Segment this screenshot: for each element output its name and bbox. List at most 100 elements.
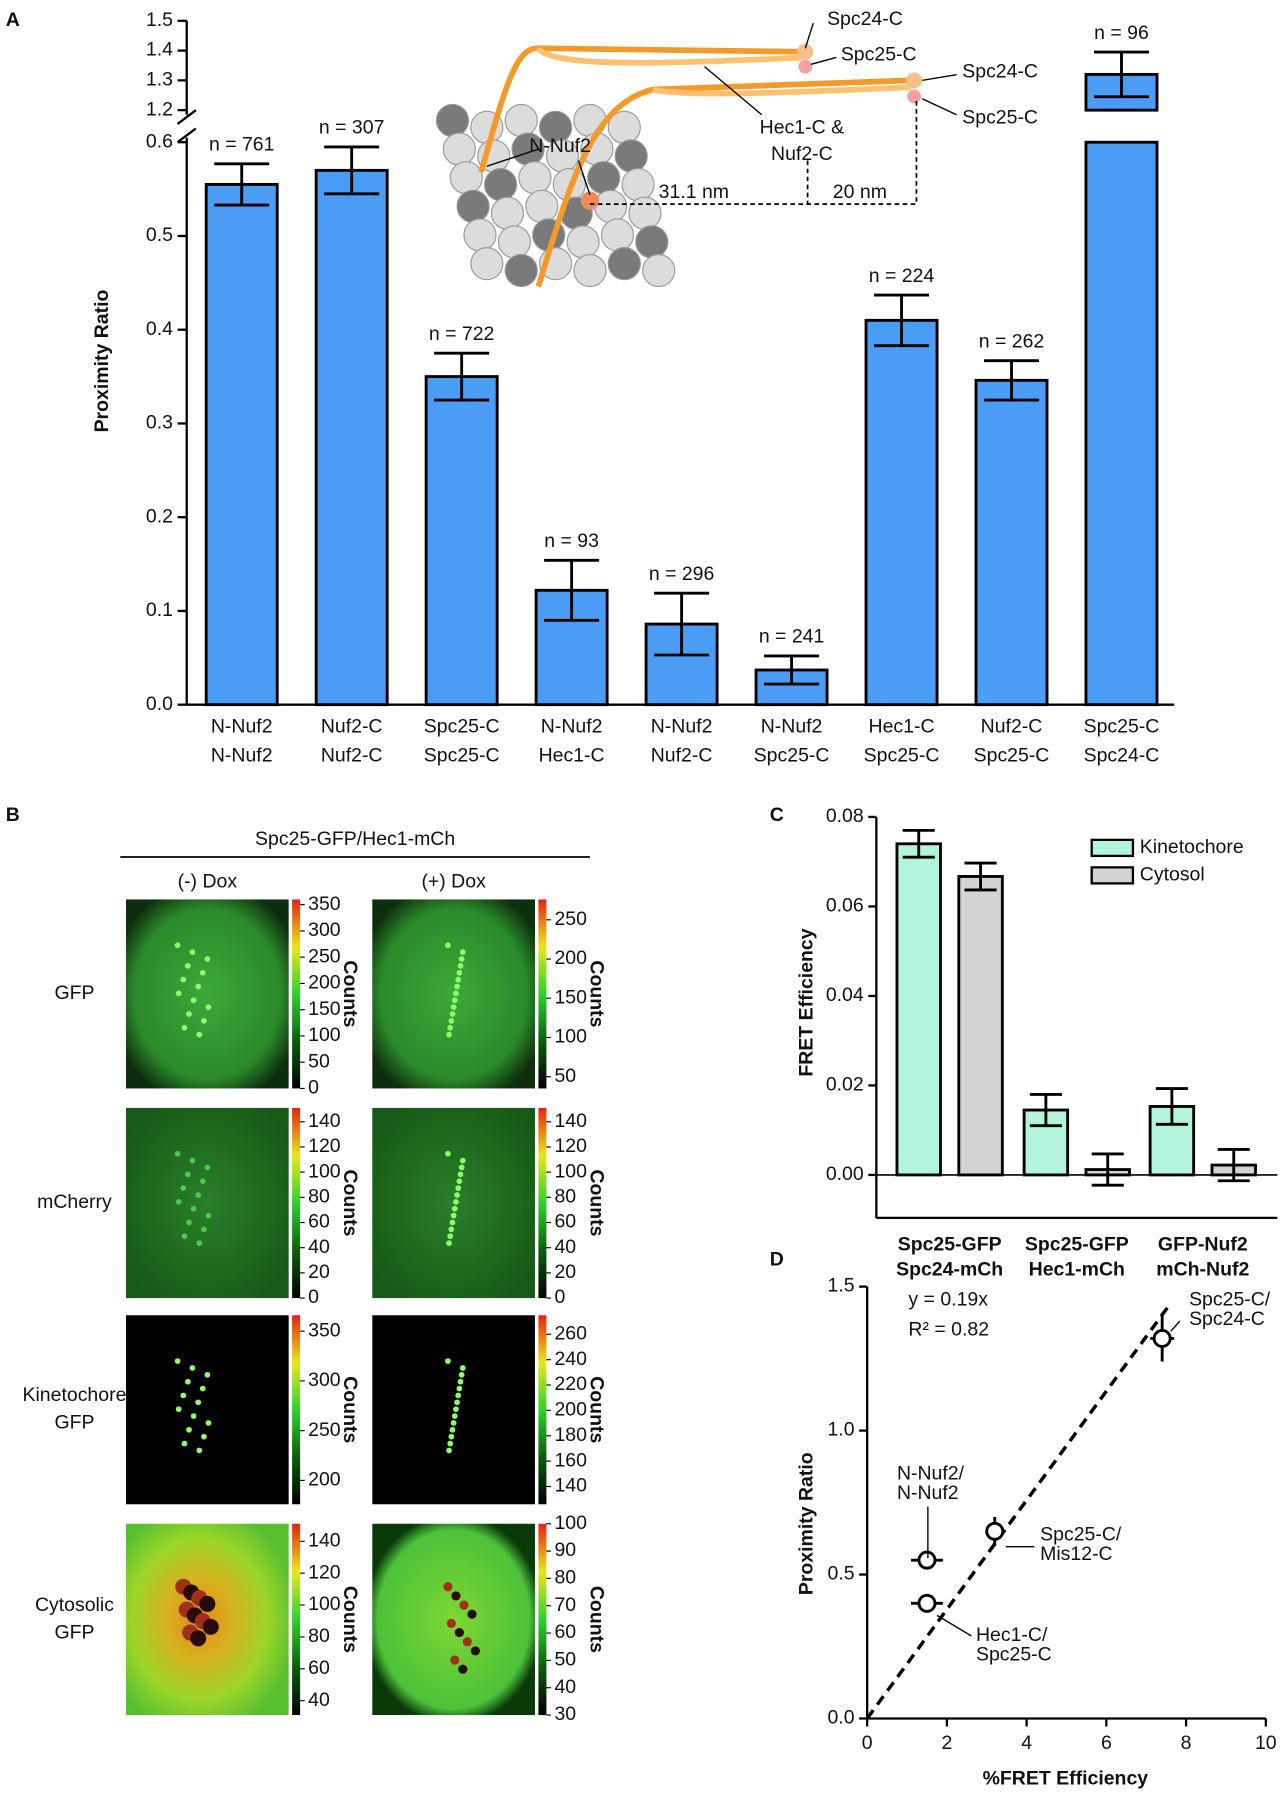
tubulin — [614, 139, 648, 173]
kinetochore-spot — [446, 1031, 452, 1038]
chromosome — [462, 1637, 472, 1647]
micrograph — [126, 1315, 289, 1505]
column-label: (+) Dox — [421, 870, 486, 892]
panel-label: C — [770, 804, 784, 826]
legend-label: Kinetochore — [1140, 836, 1244, 858]
n-label: n = 296 — [649, 563, 715, 585]
tubulin — [463, 218, 497, 252]
ndc80-rod — [478, 45, 802, 173]
colorbar-tick-label: 300 — [308, 1369, 341, 1391]
colorbar-tick-label: 80 — [554, 1567, 576, 1589]
kinetochore-spot — [185, 1378, 191, 1385]
kinetochore-spot — [456, 1178, 463, 1185]
kinetochore-spot — [449, 1426, 456, 1433]
colorbar-tick-label: 50 — [554, 1649, 576, 1671]
point-label: Mis12-C — [1040, 1543, 1112, 1565]
inset-label: Nuf2-C — [771, 143, 833, 165]
axis-break — [176, 109, 197, 144]
dashed-line — [589, 100, 918, 205]
kinetochore-spot — [186, 1426, 192, 1433]
tubulin — [635, 225, 669, 259]
colorbar-tick-label: 120 — [308, 1135, 341, 1157]
bar — [895, 842, 942, 1177]
colorbar-label: Counts — [586, 1376, 608, 1443]
y-tick-label: 0.5 — [146, 224, 173, 246]
colorbar-tick-label: 250 — [554, 908, 587, 930]
x-tick-label: 10 — [1255, 1732, 1277, 1754]
y-axis-label: Proximity Ratio — [796, 1452, 818, 1595]
kinetochore-spot — [196, 1031, 203, 1038]
chromosome — [202, 1618, 219, 1635]
tubulin — [587, 161, 621, 195]
inset-label: N-Nuf2 — [529, 135, 591, 157]
colorbar-tick-label: 160 — [554, 1449, 587, 1471]
colorbar-tick-label: 30 — [554, 1703, 576, 1725]
colorbar-tick-label: 100 — [554, 1160, 587, 1182]
kinetochore-spot — [205, 1004, 212, 1010]
colorbar-tick-label: 0 — [308, 1077, 319, 1099]
chromosome — [454, 1627, 464, 1638]
kinetochore-spot — [204, 1164, 211, 1171]
tubulin — [566, 225, 600, 259]
bar — [864, 318, 939, 707]
label-leader — [936, 1614, 972, 1637]
chromosome — [443, 1582, 453, 1592]
colorbar-tick-label: 90 — [554, 1539, 576, 1561]
kinetochore-spot — [450, 1212, 457, 1219]
kinetochore-spot — [459, 1365, 466, 1371]
kinetochore-spot — [458, 1164, 465, 1171]
colorbar-tick-label: 50 — [554, 1065, 576, 1087]
kinetochore-spot — [458, 1371, 465, 1378]
colorbar-tick-label: 100 — [308, 1160, 341, 1182]
x-tick-label: 0 — [862, 1732, 873, 1754]
ndc80-rod — [652, 84, 911, 97]
row-label: Kinetochore — [23, 1384, 127, 1406]
colorbar-tick-label: 80 — [308, 1185, 330, 1207]
kinetochore-spot — [174, 1150, 181, 1157]
tubulin — [628, 196, 662, 230]
chromosome — [446, 1618, 456, 1628]
colorbar-tick-label: 50 — [308, 1050, 330, 1072]
kinetochore-spot — [205, 1420, 212, 1426]
n-label: n = 241 — [759, 626, 825, 648]
x-tick-label: Spc25-C — [974, 744, 1050, 766]
tubulin — [497, 225, 531, 259]
n-label: n = 224 — [869, 265, 935, 287]
kinetochore-spot — [199, 1178, 206, 1185]
tubulin — [504, 253, 538, 288]
x-tick-label: N-Nuf2 — [211, 744, 273, 766]
x-tick-label: Hec1-C — [869, 716, 935, 738]
x-tick-label: N-Nuf2 — [651, 716, 713, 738]
n-label: n = 761 — [209, 134, 275, 156]
tubulin — [600, 218, 635, 252]
ndc80-rod — [535, 77, 911, 288]
kinetochore-spot — [456, 1385, 463, 1392]
leader-line — [486, 22, 957, 196]
kinetochore-spot — [201, 1226, 207, 1233]
colorbar-tick-label: 20 — [554, 1261, 576, 1283]
colorbar-tick-label: 80 — [308, 1625, 330, 1647]
kinetochore-spot — [204, 1371, 211, 1378]
bar — [314, 168, 389, 707]
x-tick-label: Spc25-C — [424, 716, 500, 738]
kinetochore-spot — [181, 1233, 188, 1240]
colorbar-tick-label: 60 — [554, 1621, 576, 1643]
y-tick-label: 0.02 — [826, 1074, 864, 1096]
micrograph — [126, 1107, 289, 1299]
point-label: N-Nuf2 — [897, 1482, 959, 1504]
kinetochore-spot — [457, 963, 464, 969]
y-tick-label: 1.5 — [146, 9, 173, 31]
colorbar — [292, 899, 301, 1089]
kinetochore-spot — [455, 1185, 462, 1191]
kinetochore-spot — [451, 1413, 458, 1419]
kinetochore-spot — [185, 963, 191, 969]
colorbar-tick-label: 200 — [554, 947, 587, 969]
x-tick-label: N-Nuf2 — [541, 716, 603, 738]
kinetochore-spot — [451, 1205, 458, 1212]
kinetochore-spot — [446, 1240, 452, 1246]
panel-title: Spc25-GFP/Hec1-mCh — [255, 828, 455, 850]
kinetochore-spot — [195, 983, 202, 990]
colorbar-label: Counts — [586, 1586, 608, 1653]
colorbar-tick-label: 40 — [554, 1236, 576, 1258]
kinetochore-spot — [448, 1017, 455, 1024]
